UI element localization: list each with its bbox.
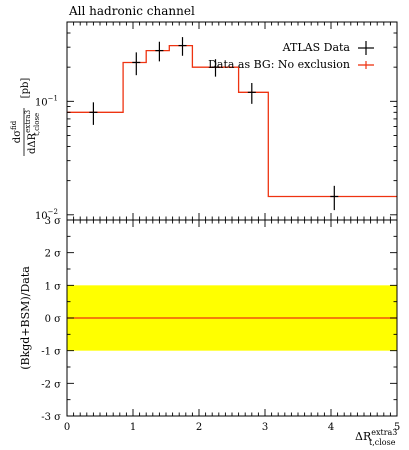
x-tick-label: 4: [328, 422, 334, 433]
ratio-y-axis-label: (Bkgd+BSM)/Data: [19, 266, 32, 370]
main-y-tick-exponent: −2: [48, 208, 58, 216]
y-label-num-sup: fid: [10, 120, 18, 130]
x-tick-label: 1: [130, 422, 136, 433]
ratio-y-tick-label: 0 σ: [45, 314, 62, 325]
ratio-y-tick-label: -1 σ: [41, 347, 61, 358]
ratio-y-tick-label: -2 σ: [41, 379, 61, 390]
y-label-denominator: dΔRextra3t,close: [24, 110, 41, 154]
x-label-sup: extra3: [371, 428, 397, 437]
x-tick-label: 5: [394, 422, 400, 433]
chart-title: All hadronic channel: [68, 4, 195, 18]
x-tick-label: 3: [262, 422, 268, 433]
x-label-sub: t,close: [369, 438, 396, 447]
x-axis-label: ΔRextra3 t,close: [355, 428, 397, 447]
main-y-tick-label: 10−1: [35, 94, 58, 108]
y-label-den-sub: t,close: [33, 113, 41, 136]
x-tick-label: 2: [196, 422, 202, 433]
y-label-numerator: dσfid: [10, 120, 23, 143]
ratio-y-tick-label: 3 σ: [45, 216, 62, 227]
x-label-main: ΔR: [355, 430, 372, 443]
ratio-y-tick-label: -3 σ: [41, 412, 61, 423]
ratio-y-tick-label: 2 σ: [45, 249, 62, 260]
y-label-unit: [pb]: [20, 78, 31, 99]
main-y-tick-label: 10−2: [35, 208, 58, 222]
y-label-den-main: dΔR: [27, 132, 38, 154]
axis-labels: dσfiddΔRextra3t,close[pb](Bkgd+BSM)/Data…: [10, 78, 397, 447]
ratio-y-tick-label: 1 σ: [45, 281, 62, 292]
ratio-panel: 3 σ 2 σ 1 σ 0 σ -1 σ -2 σ -3 σ0 1 2 3 4 5: [41, 216, 400, 433]
x-tick-label: 0: [64, 422, 70, 433]
legend-label-data: ATLAS Data: [282, 41, 351, 54]
main-y-tick-base: 10: [35, 211, 48, 222]
main-y-tick-exponent: −1: [48, 94, 58, 102]
legend-label-bg: Data as BG: No exclusion: [208, 58, 350, 71]
y-label-num-main: dσ: [12, 130, 23, 143]
y-label-den-sup: extra3: [24, 110, 32, 133]
main-y-tick-base: 10: [35, 97, 48, 108]
